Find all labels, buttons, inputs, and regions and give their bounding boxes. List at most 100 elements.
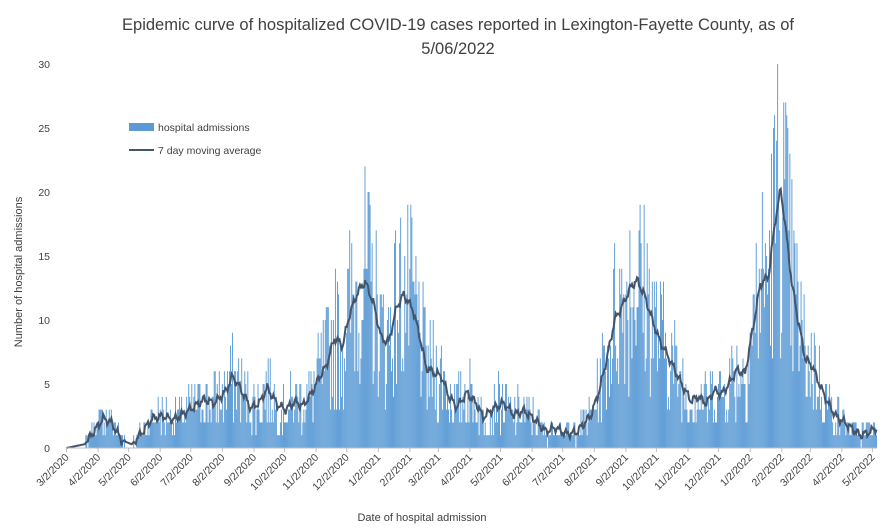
admission-bar [755, 243, 757, 448]
admission-bar [624, 384, 626, 448]
admission-bar [314, 384, 316, 448]
admission-bar [475, 422, 477, 448]
admission-bar [728, 409, 730, 448]
admission-bar [570, 435, 572, 448]
admission-bar [773, 128, 775, 448]
admission-bar [682, 358, 684, 448]
admission-bar [362, 320, 364, 448]
admission-bar [235, 371, 237, 448]
admission-bar [823, 422, 824, 448]
admission-bar [495, 409, 497, 448]
admission-bar [816, 396, 818, 448]
admission-bar [463, 409, 465, 448]
admission-bar [207, 422, 209, 448]
admission-bar [594, 409, 596, 448]
admission-bar [521, 422, 523, 448]
admission-bar [496, 422, 498, 448]
admission-bar [482, 409, 484, 448]
admission-bar [707, 396, 709, 448]
admission-bar [625, 294, 627, 448]
admission-bar [621, 268, 623, 448]
admission-bar [335, 409, 337, 448]
admission-bar [739, 396, 741, 448]
admission-bar [230, 345, 231, 448]
admission-bar [297, 396, 299, 448]
admission-bar [206, 384, 208, 448]
admission-bar [583, 409, 585, 448]
admission-bar [801, 320, 803, 448]
admission-bar [431, 396, 433, 448]
admission-bar [221, 384, 223, 448]
admission-bar [511, 409, 513, 448]
admission-bar [719, 371, 721, 448]
admission-bar [547, 435, 549, 448]
admission-bar [397, 320, 399, 448]
admission-bar [341, 396, 343, 448]
admission-bar [367, 192, 369, 448]
admission-bar [242, 396, 244, 448]
admission-bar [262, 384, 264, 448]
admission-bar [486, 435, 488, 448]
moving-average-line [66, 186, 878, 449]
admission-bar [870, 435, 872, 448]
admission-bar [417, 320, 419, 448]
admission-bar [156, 422, 158, 448]
admission-bar [820, 396, 822, 448]
admission-bar [731, 345, 733, 448]
admission-bar [194, 384, 196, 448]
admission-bar [726, 409, 728, 448]
admission-bar [470, 384, 472, 448]
x-tick-label: 8/2/2020 [190, 452, 227, 489]
admission-bar [370, 281, 372, 448]
admission-bar [772, 358, 773, 448]
admission-bar [157, 396, 159, 448]
admission-bar [689, 409, 691, 448]
admission-bar [698, 409, 700, 448]
admission-bar [319, 358, 321, 448]
admission-bar [272, 422, 274, 448]
admission-bar [510, 396, 512, 448]
admission-bar [688, 422, 690, 448]
admission-bar [291, 396, 293, 448]
admission-bar [651, 281, 653, 448]
admission-bar [364, 166, 366, 448]
admission-bar [143, 422, 145, 448]
admission-bar [790, 345, 792, 448]
admission-bar [805, 396, 807, 448]
admission-bar [238, 358, 240, 448]
admission-bar [342, 345, 344, 448]
admission-bar [646, 243, 648, 448]
admission-bar [565, 435, 567, 448]
admission-bar [429, 320, 431, 448]
admission-bar [513, 422, 515, 448]
admission-bar [152, 422, 154, 448]
chart-title-line2: 5/06/2022 [421, 40, 494, 58]
admission-bar [638, 230, 640, 448]
x-tick-label: 5/2/2021 [468, 452, 505, 489]
admission-bar [404, 256, 406, 448]
admission-bar [356, 281, 358, 448]
admission-bar [168, 422, 170, 448]
admission-bar [424, 307, 426, 448]
admission-bar [530, 422, 532, 448]
admission-bar [455, 409, 457, 448]
admission-bar [581, 435, 583, 448]
admission-bar [481, 409, 483, 448]
admission-bar [628, 396, 630, 448]
admission-bar [94, 435, 96, 448]
admission-bar [316, 358, 318, 448]
admission-bar [697, 396, 699, 448]
admission-bar [718, 384, 719, 448]
admission-bar [841, 422, 843, 448]
admission-bar [762, 268, 764, 448]
admission-bar [438, 384, 440, 448]
admission-bar [825, 384, 826, 448]
admission-bar [382, 294, 384, 448]
admission-bar [327, 307, 329, 448]
admission-bar [658, 358, 660, 448]
admission-bar [789, 153, 791, 448]
admission-bar [544, 435, 546, 448]
admission-bar [179, 396, 181, 448]
admission-bar [141, 435, 143, 448]
admission-bar [412, 281, 414, 448]
